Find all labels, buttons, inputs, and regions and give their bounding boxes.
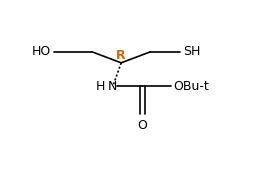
Text: R: R: [116, 49, 126, 62]
Text: OBu-t: OBu-t: [174, 80, 210, 93]
Text: N: N: [108, 80, 117, 93]
Text: SH: SH: [183, 45, 200, 58]
Text: H: H: [96, 80, 105, 93]
Text: HO: HO: [32, 45, 51, 58]
Text: O: O: [137, 119, 147, 132]
